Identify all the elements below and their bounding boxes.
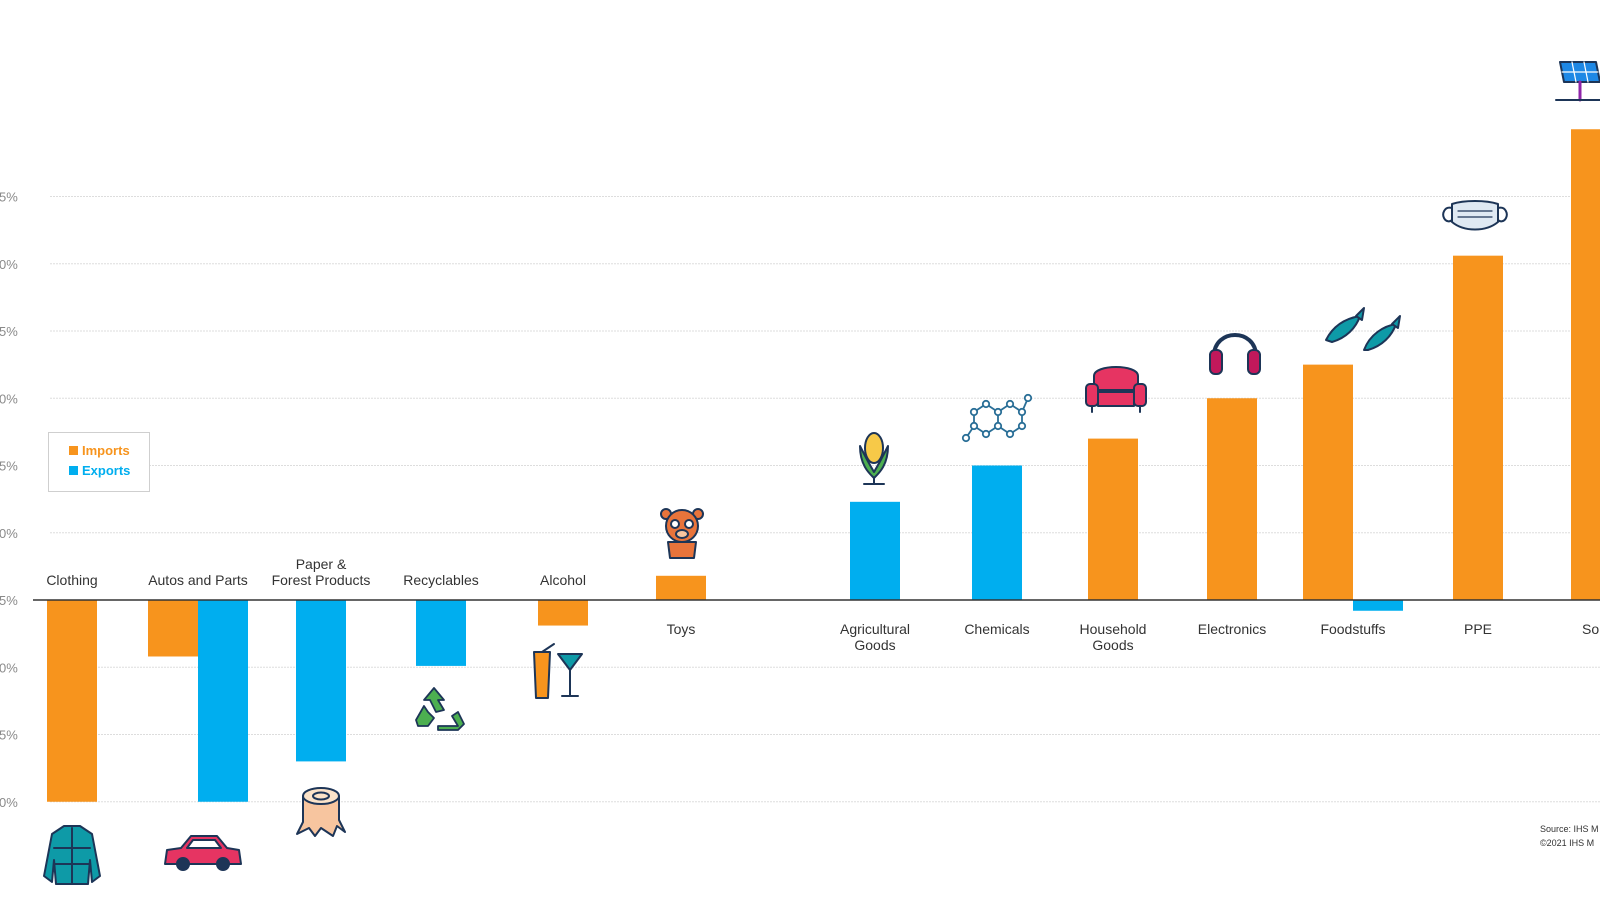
y-tick-label: 5% bbox=[0, 593, 18, 608]
bars bbox=[47, 129, 1600, 802]
bar-exports bbox=[972, 465, 1022, 600]
y-tick-label: 5% bbox=[0, 728, 18, 743]
legend-swatch-imports bbox=[69, 446, 78, 455]
armchair-icon bbox=[1085, 366, 1147, 413]
category-label: Recyclables bbox=[403, 572, 478, 588]
y-tick-label: 5% bbox=[0, 459, 18, 474]
recycle-icon bbox=[415, 687, 465, 731]
source-note: Source: IHS M ©2021 IHS M bbox=[1540, 822, 1600, 850]
bar-exports bbox=[296, 600, 346, 762]
legend-swatch-exports bbox=[69, 466, 78, 475]
legend-item-exports: Exports bbox=[69, 463, 130, 478]
bar-exports bbox=[1353, 600, 1403, 611]
y-tick-label: 0% bbox=[0, 660, 18, 675]
bar-exports bbox=[198, 600, 248, 802]
bar-imports bbox=[656, 575, 706, 600]
y-axis-ticks: 5% 0% 5% 0% 5% 0% 5% 0% 5% 0% bbox=[0, 190, 18, 810]
bar-imports bbox=[1207, 398, 1257, 600]
category-label: Goods bbox=[854, 637, 895, 653]
category-label: Paper & bbox=[296, 556, 347, 572]
corn-icon bbox=[859, 432, 889, 485]
headphones-icon bbox=[1209, 333, 1261, 375]
bar-imports bbox=[1571, 129, 1600, 600]
tree-stump-icon bbox=[296, 787, 346, 837]
category-label: Chemicals bbox=[964, 621, 1029, 637]
legend: Imports Exports bbox=[48, 432, 150, 492]
y-tick-label: 0% bbox=[0, 526, 18, 541]
copyright-line: ©2021 IHS M bbox=[1540, 838, 1595, 848]
bar-imports bbox=[1453, 255, 1503, 600]
y-tick-label: 0% bbox=[0, 391, 18, 406]
drinks-icon bbox=[533, 643, 583, 699]
legend-label-exports: Exports bbox=[82, 463, 131, 478]
solar-panel-icon bbox=[1555, 61, 1600, 102]
face-mask-icon bbox=[1442, 200, 1508, 231]
category-label: Forest Products bbox=[272, 572, 371, 588]
category-label: Autos and Parts bbox=[148, 572, 248, 588]
molecule-icon bbox=[961, 393, 1033, 443]
category-label: Household bbox=[1080, 621, 1147, 637]
category-icons bbox=[43, 61, 1600, 885]
category-labels: Clothing Autos and Parts Paper &Forest Pro… bbox=[46, 556, 1600, 653]
category-label: Sola bbox=[1582, 621, 1600, 637]
bar-imports bbox=[1088, 438, 1138, 600]
category-label: Goods bbox=[1092, 637, 1133, 653]
legend-label-imports: Imports bbox=[82, 443, 130, 458]
source-line: Source: IHS M bbox=[1540, 824, 1599, 834]
category-label: Agricultural bbox=[840, 621, 910, 637]
category-label: Electronics bbox=[1198, 621, 1266, 637]
teddy-bear-icon bbox=[660, 508, 704, 559]
car-icon bbox=[164, 835, 242, 871]
category-label: Alcohol bbox=[540, 572, 586, 588]
y-tick-label: 0% bbox=[0, 795, 18, 810]
y-tick-label: 0% bbox=[0, 257, 18, 272]
bar-imports bbox=[1303, 364, 1353, 600]
bar-imports bbox=[538, 600, 588, 626]
category-label: PPE bbox=[1464, 621, 1492, 637]
puffer-jacket-icon bbox=[43, 825, 101, 885]
gridlines bbox=[50, 196, 1600, 803]
category-label: Toys bbox=[667, 621, 696, 637]
bar-imports bbox=[47, 600, 97, 802]
bar-exports bbox=[416, 600, 466, 666]
bar-imports bbox=[148, 600, 198, 657]
bar-exports bbox=[850, 501, 900, 600]
category-label: Clothing bbox=[46, 572, 97, 588]
y-tick-label: 5% bbox=[0, 190, 18, 205]
category-label: Foodstuffs bbox=[1320, 621, 1385, 637]
y-tick-label: 5% bbox=[0, 324, 18, 339]
fish-icon bbox=[1325, 307, 1401, 351]
legend-item-imports: Imports bbox=[69, 443, 130, 458]
